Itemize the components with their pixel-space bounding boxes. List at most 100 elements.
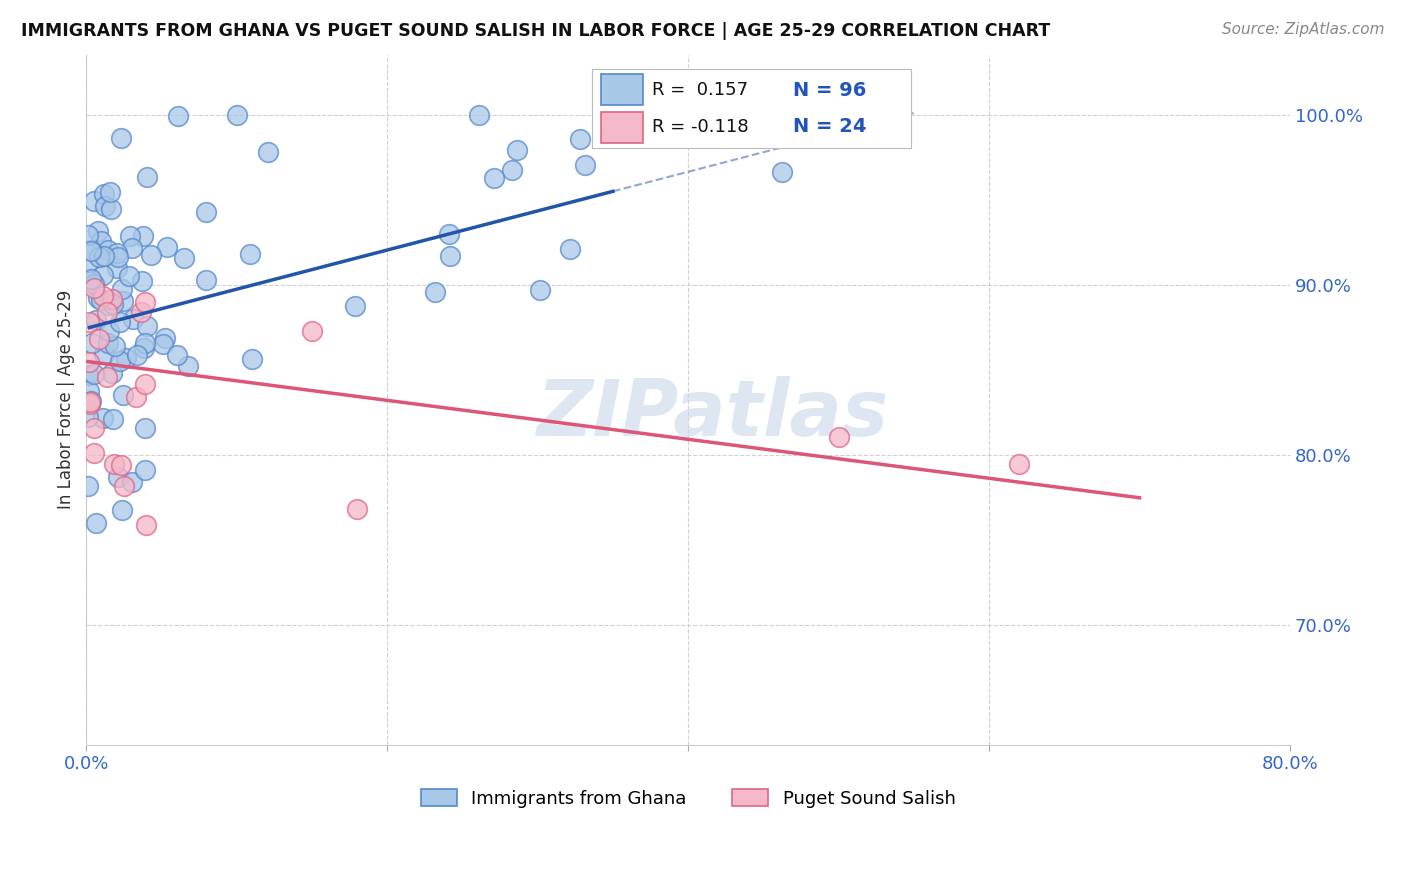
Point: [112, 387, 135, 401]
Point: [125, 390, 148, 404]
Point: [651, 108, 673, 122]
Point: [139, 248, 162, 262]
Point: [110, 354, 132, 368]
Point: [194, 272, 217, 286]
Legend: Immigrants from Ghana, Puget Sound Salish: Immigrants from Ghana, Puget Sound Salis…: [413, 781, 963, 815]
Point: [87, 251, 110, 265]
Point: [91, 411, 114, 425]
Point: [121, 241, 143, 255]
Point: [195, 205, 218, 219]
Point: [76, 410, 98, 425]
Point: [83, 280, 105, 294]
Point: [134, 341, 156, 355]
Point: [97, 243, 120, 257]
Point: [77, 479, 100, 493]
Point: [136, 318, 159, 333]
Point: [506, 143, 529, 157]
Point: [166, 348, 188, 362]
Point: [93, 186, 115, 201]
Point: [97, 336, 120, 351]
Point: [105, 246, 128, 260]
Point: [90, 234, 112, 248]
Point: [152, 336, 174, 351]
Point: [156, 240, 179, 254]
Point: [439, 249, 461, 263]
Point: [111, 293, 134, 308]
Point: [93, 289, 115, 303]
Point: [239, 247, 262, 261]
Point: [101, 297, 124, 311]
Point: [97, 324, 120, 338]
Point: [96, 369, 118, 384]
Point: [117, 269, 139, 284]
Point: [79, 394, 101, 409]
Point: [103, 457, 125, 471]
Point: [77, 227, 100, 242]
Point: [131, 304, 153, 318]
Point: [134, 463, 156, 477]
Point: [710, 108, 733, 122]
Point: [77, 315, 100, 329]
Point: [93, 347, 115, 361]
Point: [104, 339, 127, 353]
Point: [77, 274, 100, 288]
Point: [77, 384, 100, 398]
Point: [87, 332, 110, 346]
Point: [101, 411, 124, 425]
Point: [115, 351, 138, 365]
Point: [108, 314, 131, 328]
Point: [501, 162, 523, 177]
Point: [794, 108, 817, 122]
Point: [105, 260, 128, 275]
Point: [134, 376, 156, 391]
Point: [560, 242, 582, 256]
Point: [134, 295, 156, 310]
Point: [135, 517, 157, 532]
Point: [83, 367, 105, 381]
Point: [80, 243, 103, 257]
Point: [484, 170, 506, 185]
Point: [132, 229, 155, 244]
Point: [83, 446, 105, 460]
Point: [257, 145, 280, 160]
Point: [121, 475, 143, 490]
Point: [97, 298, 120, 312]
Text: ZIPatlas: ZIPatlas: [536, 376, 889, 451]
Point: [574, 158, 596, 172]
Point: [87, 224, 110, 238]
Point: [568, 132, 591, 146]
Point: [84, 516, 107, 530]
Point: [240, 352, 263, 367]
Point: [134, 336, 156, 351]
Point: [134, 420, 156, 434]
Point: [77, 355, 100, 369]
Point: [301, 325, 323, 339]
Point: [111, 503, 134, 517]
Point: [79, 394, 101, 409]
Point: [770, 165, 793, 179]
Text: Source: ZipAtlas.com: Source: ZipAtlas.com: [1222, 22, 1385, 37]
Point: [346, 502, 368, 516]
Point: [110, 131, 132, 145]
Point: [114, 479, 136, 493]
Point: [125, 348, 148, 362]
Point: [90, 293, 112, 307]
Point: [177, 359, 200, 373]
Point: [136, 169, 159, 184]
Point: [118, 229, 141, 244]
Y-axis label: In Labor Force | Age 25-29: In Labor Force | Age 25-29: [58, 290, 75, 509]
Point: [437, 227, 460, 242]
Point: [84, 313, 107, 327]
Point: [83, 421, 105, 435]
Point: [107, 250, 129, 264]
Point: [226, 108, 249, 122]
Point: [94, 199, 117, 213]
Point: [529, 283, 551, 297]
Point: [166, 109, 188, 123]
Point: [98, 186, 121, 200]
Point: [93, 268, 115, 282]
Point: [76, 368, 98, 382]
Point: [87, 291, 110, 305]
Point: [110, 458, 132, 472]
Point: [468, 108, 491, 122]
